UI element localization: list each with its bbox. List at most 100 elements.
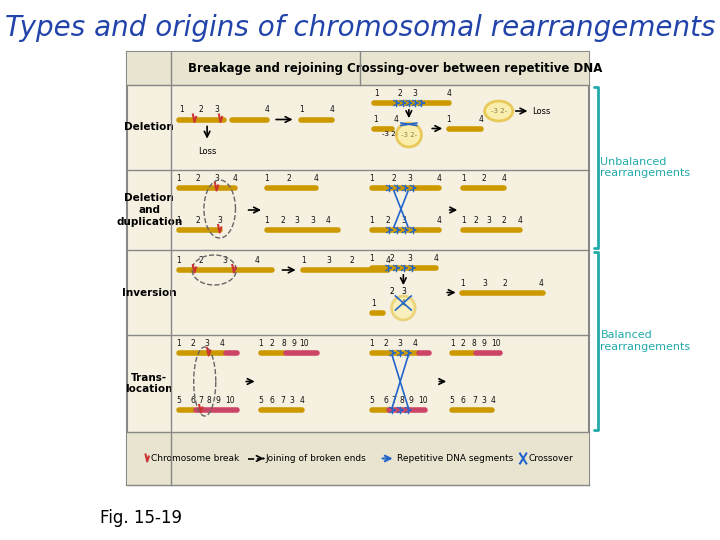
Text: Crossover: Crossover xyxy=(528,454,573,463)
Text: 1: 1 xyxy=(176,256,181,265)
Text: Fig. 15-19: Fig. 15-19 xyxy=(100,509,182,527)
Text: 10: 10 xyxy=(300,339,309,348)
Text: 3: 3 xyxy=(294,216,300,225)
Text: Inversion: Inversion xyxy=(122,287,176,298)
Text: Deletion: Deletion xyxy=(125,123,174,132)
Text: 3: 3 xyxy=(482,279,487,287)
Ellipse shape xyxy=(396,123,421,147)
Text: Chromosome break: Chromosome break xyxy=(151,454,239,463)
Text: 6: 6 xyxy=(191,396,195,405)
Text: 9: 9 xyxy=(292,339,296,348)
Text: 1: 1 xyxy=(265,216,269,225)
Text: 2: 2 xyxy=(390,287,395,296)
Text: Deletion
and
duplication: Deletion and duplication xyxy=(116,193,182,227)
Ellipse shape xyxy=(485,101,513,121)
Text: 2: 2 xyxy=(474,216,478,225)
Text: 4: 4 xyxy=(434,254,439,263)
Text: 1: 1 xyxy=(371,299,376,308)
Text: 4: 4 xyxy=(326,216,331,225)
Text: Loss: Loss xyxy=(198,147,216,157)
Text: 4: 4 xyxy=(491,396,495,405)
Text: 1: 1 xyxy=(176,216,181,225)
Text: 4: 4 xyxy=(446,89,451,98)
Text: 8: 8 xyxy=(472,339,477,348)
Text: 3: 3 xyxy=(214,174,219,183)
Text: 2: 2 xyxy=(280,216,285,225)
Text: 6: 6 xyxy=(269,396,274,405)
Text: 2: 2 xyxy=(461,339,466,348)
Text: 2: 2 xyxy=(482,174,486,183)
Text: 2: 2 xyxy=(392,174,396,183)
Text: 2: 2 xyxy=(269,339,274,348)
Text: 4: 4 xyxy=(502,174,507,183)
Text: 3: 3 xyxy=(326,256,331,265)
Text: 1: 1 xyxy=(265,174,269,183)
Text: 4: 4 xyxy=(413,339,418,348)
Text: Loss: Loss xyxy=(532,106,550,116)
Text: 4: 4 xyxy=(518,216,523,225)
Text: 1: 1 xyxy=(301,256,305,265)
Text: Balanced
rearrangements: Balanced rearrangements xyxy=(600,330,690,352)
Text: 3: 3 xyxy=(214,105,219,114)
Text: 1: 1 xyxy=(461,174,466,183)
Text: 8: 8 xyxy=(400,396,404,405)
Text: 3: 3 xyxy=(397,339,402,348)
Text: 4: 4 xyxy=(394,114,399,124)
Text: 9: 9 xyxy=(216,396,220,405)
Text: 2: 2 xyxy=(199,256,203,265)
Text: 2: 2 xyxy=(503,279,508,287)
Text: 5: 5 xyxy=(450,396,454,405)
Text: 9: 9 xyxy=(481,339,486,348)
Text: 10: 10 xyxy=(225,396,235,405)
Text: 1: 1 xyxy=(258,339,263,348)
Text: 2: 2 xyxy=(397,89,402,98)
Text: 4: 4 xyxy=(255,256,260,265)
Text: 3: 3 xyxy=(481,396,486,405)
Text: 7: 7 xyxy=(280,396,285,405)
Text: 1: 1 xyxy=(374,89,379,98)
Text: 1: 1 xyxy=(176,174,181,183)
Text: Types and origins of chromosomal rearrangements: Types and origins of chromosomal rearran… xyxy=(5,14,715,42)
Text: 1: 1 xyxy=(446,114,451,124)
Text: 3: 3 xyxy=(310,216,315,225)
Text: 1: 1 xyxy=(369,216,374,225)
Text: 1: 1 xyxy=(461,216,466,225)
Text: 1: 1 xyxy=(460,279,465,287)
Text: 2: 2 xyxy=(195,216,200,225)
Text: 9: 9 xyxy=(409,396,414,405)
Text: 1: 1 xyxy=(369,254,374,263)
Text: 4: 4 xyxy=(300,396,304,405)
Text: 10: 10 xyxy=(491,339,500,348)
Bar xyxy=(127,52,588,485)
Text: Crossing-over between repetitive DNA: Crossing-over between repetitive DNA xyxy=(346,62,602,75)
Text: 8: 8 xyxy=(282,339,287,348)
Text: 4: 4 xyxy=(313,174,318,183)
Bar xyxy=(127,432,588,485)
Text: Joining of broken ends: Joining of broken ends xyxy=(266,454,366,463)
Text: 3: 3 xyxy=(408,254,412,263)
Text: 10: 10 xyxy=(418,396,428,405)
Text: 1: 1 xyxy=(179,105,184,114)
Text: 7: 7 xyxy=(198,396,203,405)
Text: 4: 4 xyxy=(401,299,406,308)
Text: 6: 6 xyxy=(384,396,389,405)
Text: Unbalanced
rearrangements: Unbalanced rearrangements xyxy=(600,157,690,178)
Text: 3: 3 xyxy=(401,287,406,296)
Text: 1: 1 xyxy=(300,105,304,114)
Text: 2: 2 xyxy=(385,216,390,225)
Text: 1: 1 xyxy=(450,339,454,348)
Text: 4: 4 xyxy=(478,114,483,124)
Text: 5: 5 xyxy=(258,396,263,405)
Text: 4: 4 xyxy=(539,279,544,287)
Text: 8: 8 xyxy=(207,396,211,405)
Text: 3: 3 xyxy=(401,216,406,225)
Text: 1: 1 xyxy=(369,339,374,348)
Text: 4: 4 xyxy=(386,256,391,265)
Text: 4: 4 xyxy=(220,339,225,348)
Bar xyxy=(127,52,588,85)
Text: 2: 2 xyxy=(350,256,354,265)
Text: Repetitive DNA segments: Repetitive DNA segments xyxy=(397,454,513,463)
Text: 5: 5 xyxy=(369,396,374,405)
Text: 4: 4 xyxy=(330,105,335,114)
Text: 4: 4 xyxy=(436,174,441,183)
